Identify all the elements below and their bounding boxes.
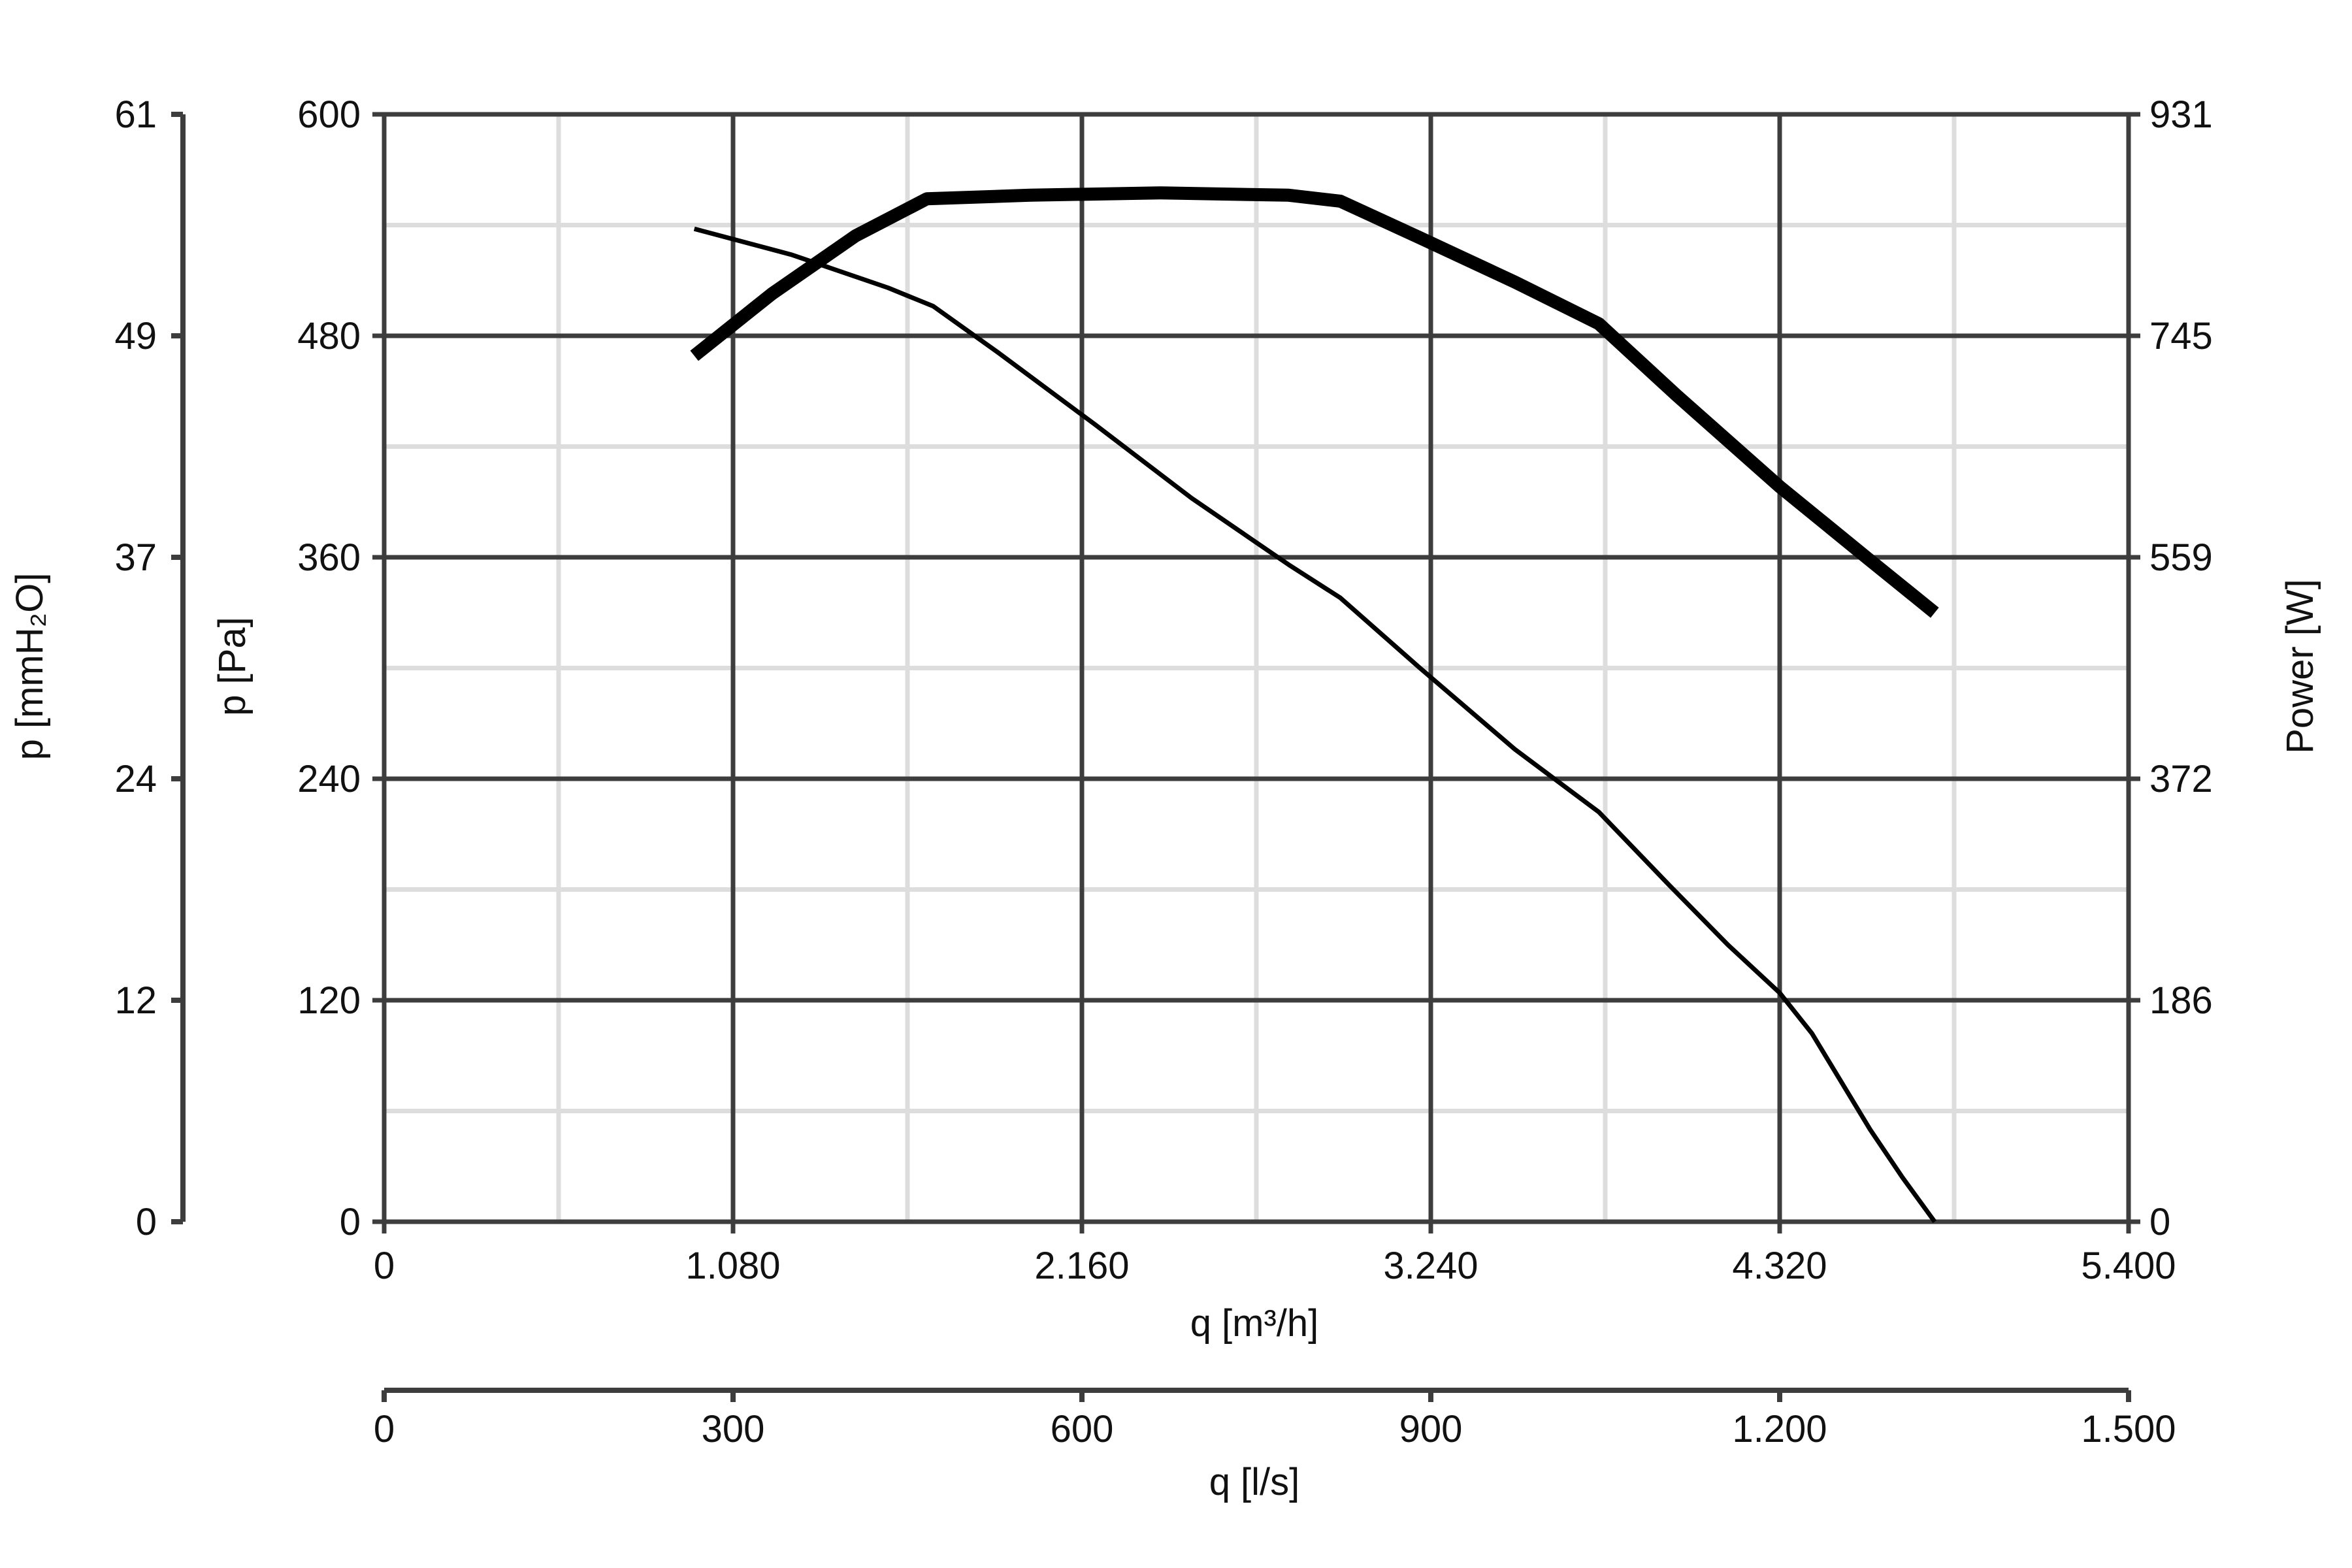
y-tick-label: 120 xyxy=(297,979,361,1022)
x2-tick-label: 1.200 xyxy=(1732,1408,1827,1450)
x2-tick-label: 300 xyxy=(702,1408,765,1450)
y-axis-title: p [Pa] xyxy=(211,617,253,716)
y-mm-tick-label: 61 xyxy=(114,93,157,136)
y-mm-axis-title: p [mmH₂O] xyxy=(8,573,51,760)
y-mm-tick-label: 12 xyxy=(114,979,157,1022)
y-tick-label: 0 xyxy=(340,1201,361,1243)
x-tick-label: 2.160 xyxy=(1034,1245,1129,1287)
y2-tick-label: 0 xyxy=(2149,1201,2170,1243)
x-tick-label: 3.240 xyxy=(1383,1245,1478,1287)
y2-tick-label: 559 xyxy=(2149,536,2213,579)
y2-tick-label: 931 xyxy=(2149,93,2213,136)
x-axis-title: q [m³/h] xyxy=(1190,1302,1319,1345)
x-tick-label: 4.320 xyxy=(1732,1245,1827,1287)
x2-tick-label: 900 xyxy=(1399,1408,1463,1450)
x-tick-label: 0 xyxy=(374,1245,395,1287)
y2-tick-label: 186 xyxy=(2149,979,2213,1022)
y-mm-tick-label: 49 xyxy=(114,315,157,357)
y-mm-tick-label: 0 xyxy=(136,1201,157,1243)
power-curve xyxy=(690,186,1939,618)
x-tick-label: 5.400 xyxy=(2081,1245,2176,1287)
y-tick-label: 360 xyxy=(297,536,361,579)
grid-major xyxy=(372,112,2140,1233)
y-tick-label: 480 xyxy=(297,315,361,357)
axes xyxy=(171,112,2131,1402)
x2-axis-title: q [l/s] xyxy=(1209,1461,1300,1503)
y2-tick-label: 745 xyxy=(2149,315,2213,357)
y-tick-label: 600 xyxy=(297,93,361,136)
y-tick-label: 240 xyxy=(297,758,361,800)
y-mm-tick-label: 37 xyxy=(114,536,157,579)
pressure-curve xyxy=(693,226,1937,1224)
x2-tick-label: 600 xyxy=(1051,1408,1114,1450)
x2-tick-label: 1.500 xyxy=(2081,1408,2176,1450)
y2-tick-label: 372 xyxy=(2149,758,2213,800)
x2-tick-label: 0 xyxy=(374,1408,395,1450)
y-mm-tick-label: 24 xyxy=(114,758,157,800)
grid-minor xyxy=(384,114,2129,1222)
y2-axis-title: Power [W] xyxy=(2279,579,2321,754)
series-layer xyxy=(690,186,1939,1224)
x-tick-label: 1.080 xyxy=(685,1245,780,1287)
